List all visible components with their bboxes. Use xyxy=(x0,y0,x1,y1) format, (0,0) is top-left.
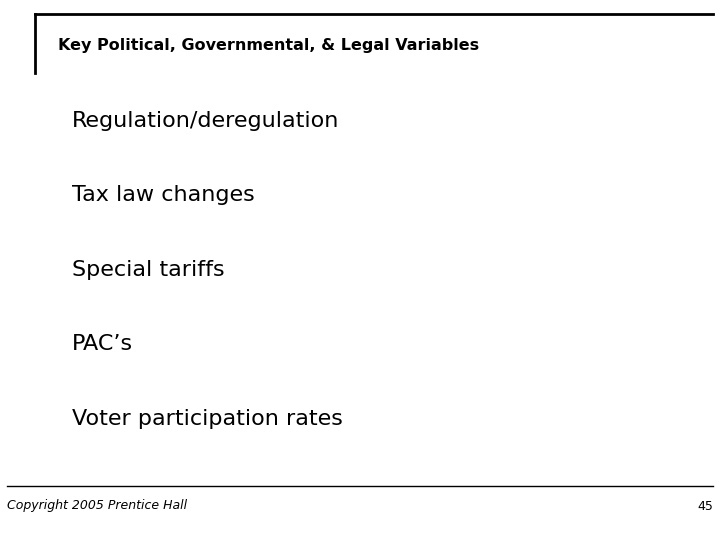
Text: Copyright 2005 Prentice Hall: Copyright 2005 Prentice Hall xyxy=(7,500,187,512)
Text: Regulation/deregulation: Regulation/deregulation xyxy=(72,111,339,131)
Text: Voter participation rates: Voter participation rates xyxy=(72,409,343,429)
Text: Key Political, Governmental, & Legal Variables: Key Political, Governmental, & Legal Var… xyxy=(58,38,479,53)
Text: PAC’s: PAC’s xyxy=(72,334,133,354)
Text: Tax law changes: Tax law changes xyxy=(72,185,255,205)
Text: 45: 45 xyxy=(697,500,713,512)
Text: Special tariffs: Special tariffs xyxy=(72,260,225,280)
